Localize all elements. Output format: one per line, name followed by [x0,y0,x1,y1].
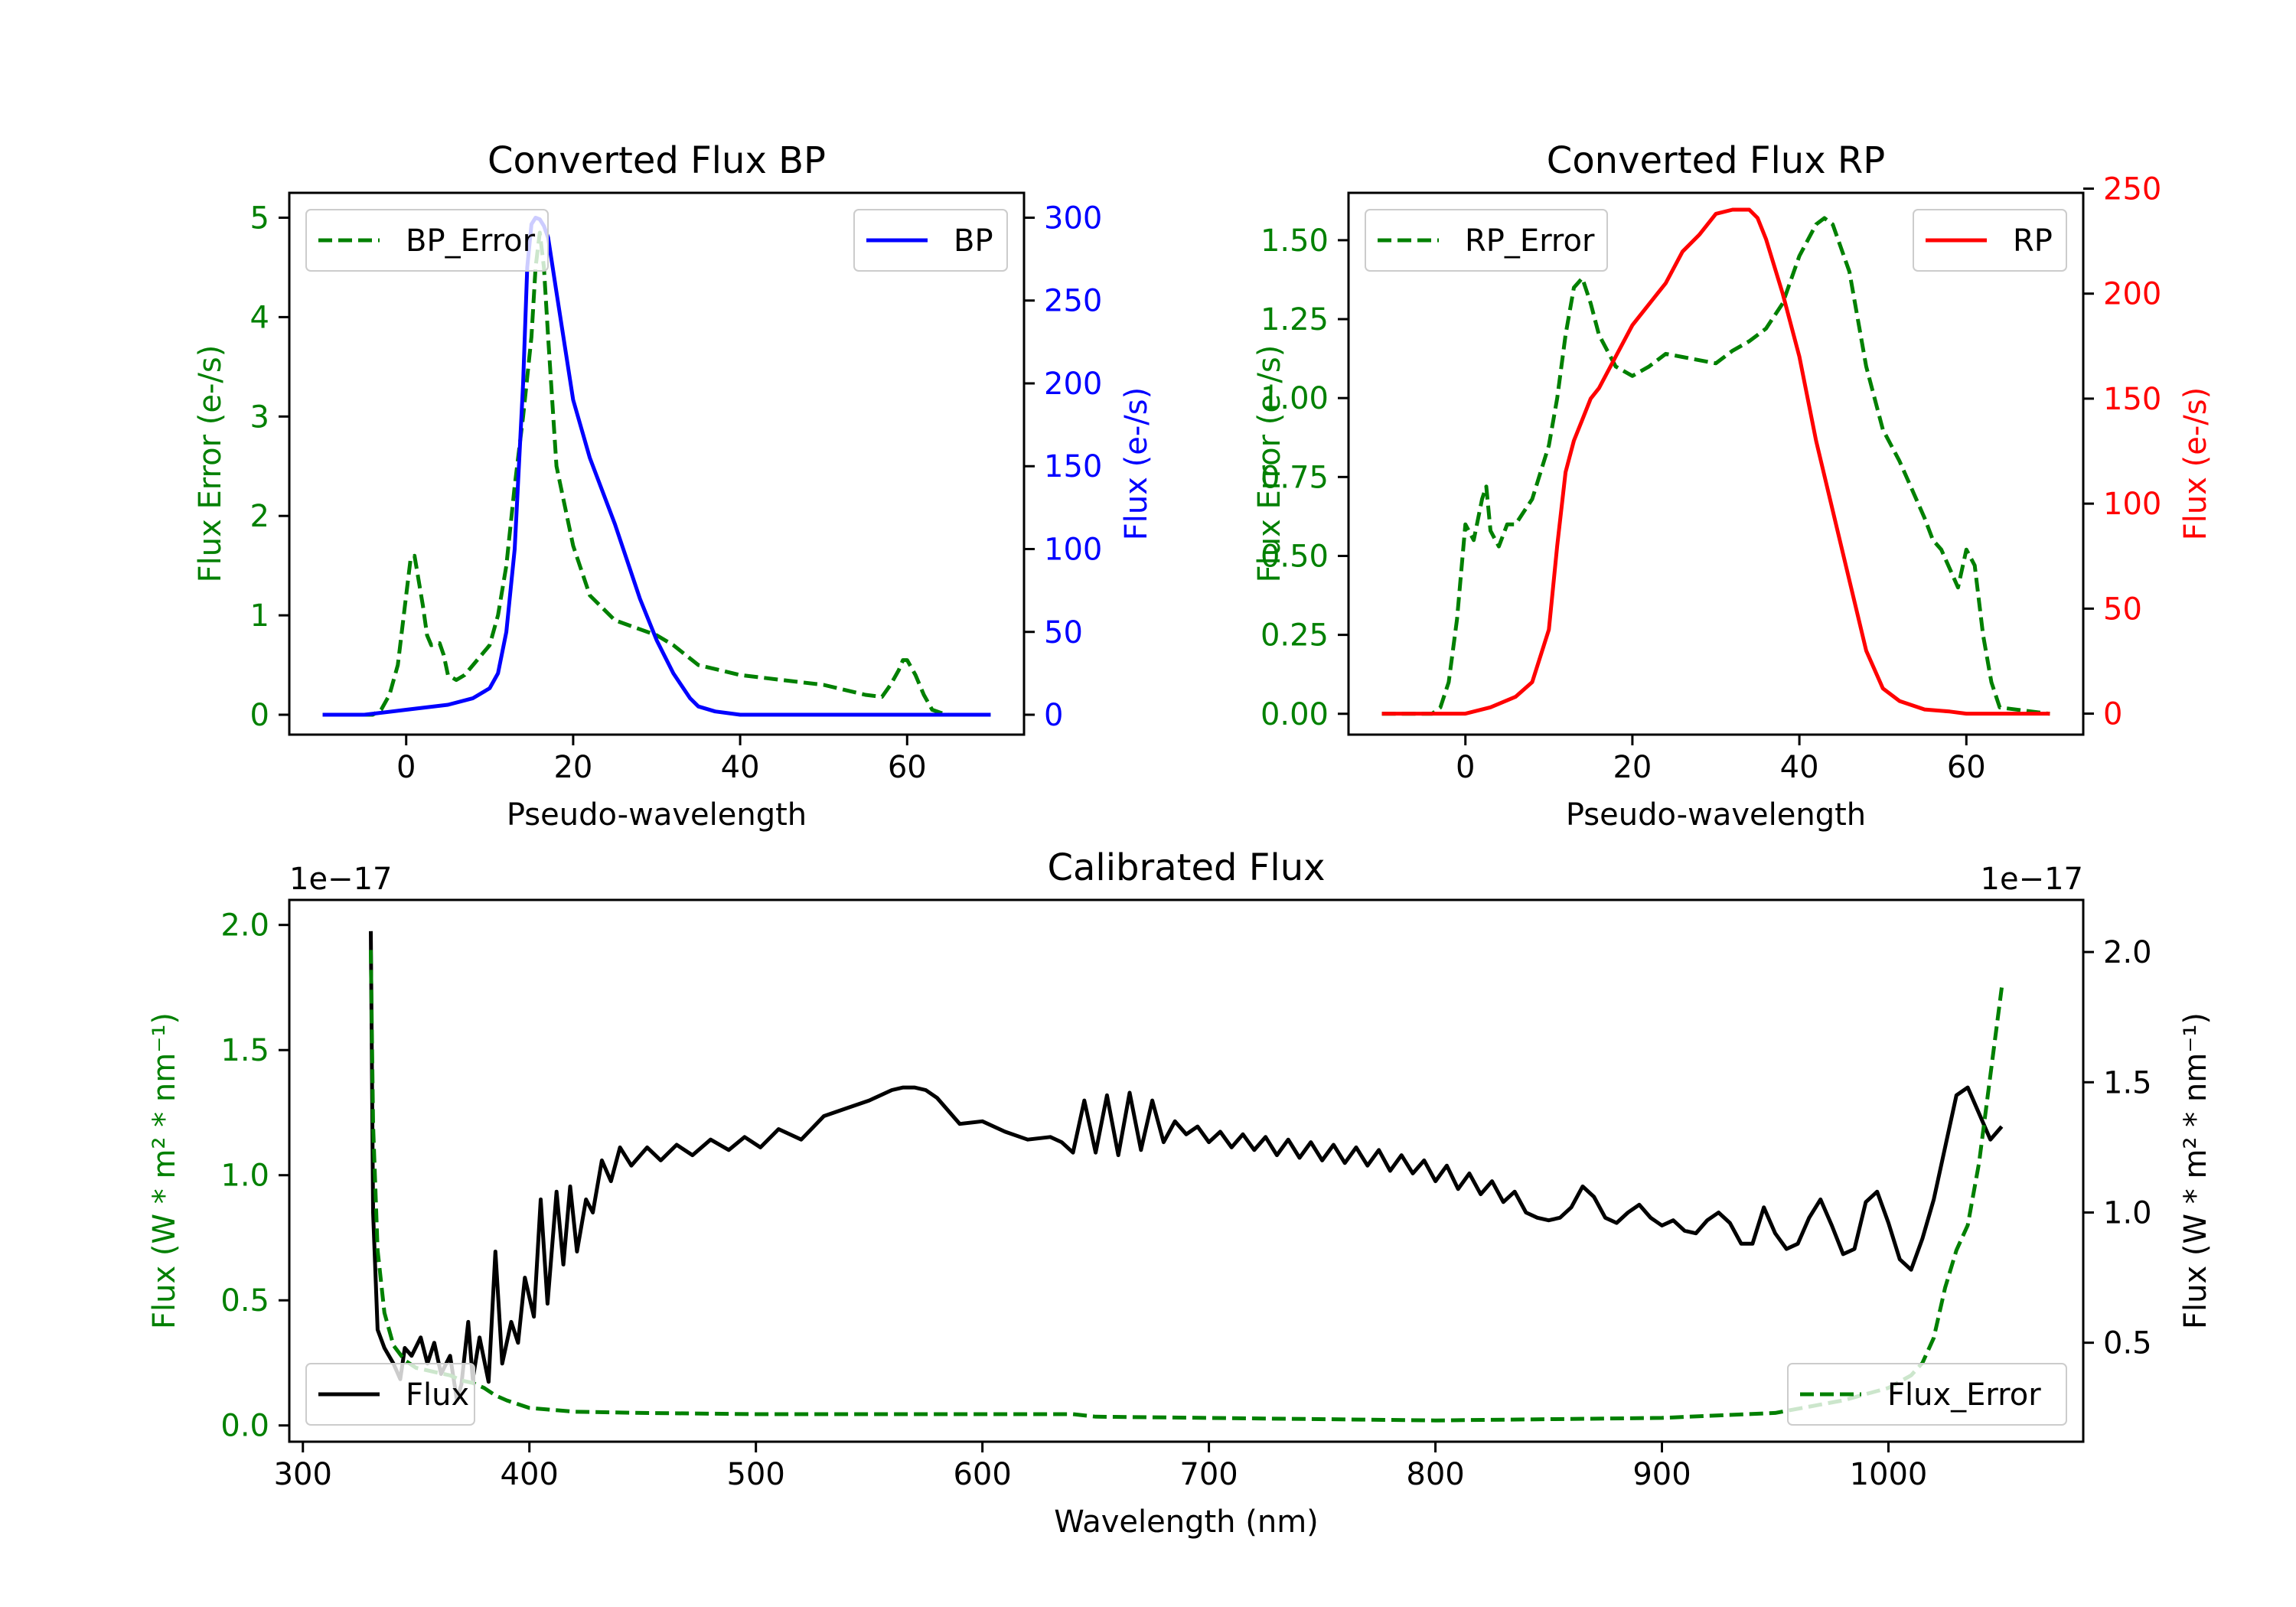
x-tick-label: 40 [1780,750,1819,785]
x-axis-label: Pseudo-wavelength [1566,797,1866,833]
x-tick-label: 900 [1632,1457,1691,1492]
y-left-tick-label: 2 [250,499,269,534]
y-right-offset-label: 1e−17 [1981,862,2083,897]
y-right-tick-label: 2.0 [2103,935,2152,970]
y-left-tick-label: 0 [250,698,269,733]
y-left-offset-label: 1e−17 [289,862,392,897]
chart-bp: Converted Flux BP0 20 40 600123450501001502… [193,139,1154,833]
y-left-tick-label: 1.25 [1261,302,1329,337]
plot-frame [1347,191,2085,736]
y-right-axis-label: Flux (e-/s) [1119,387,1154,540]
y-left-tick-label: 0.75 [1261,460,1329,495]
y-right-tick-label: 100 [2103,487,2161,522]
series-line-flux [369,931,2004,1402]
y-left-tick-label: 1.50 [1261,223,1329,259]
x-tick-label: 20 [1613,750,1652,785]
x-tick-label: 500 [726,1457,784,1492]
legend-box [1787,1363,2067,1426]
y-right-tick-label: 50 [1044,615,1083,650]
y-left-tick-label: 3 [250,399,269,435]
y-right-tick-label: 1.0 [2103,1195,2152,1231]
y-left-tick-label: 0.50 [1261,539,1329,574]
y-left-tick-label: 5 [250,200,269,236]
legend-label: RP [2013,223,2053,259]
chart-cal: Calibrated Flux 300 400 500 600 700 800 900 1000… [147,846,2213,1540]
y-left-tick-label: 0.0 [220,1409,269,1444]
legend-label: RP_Error [1465,223,1595,259]
legend: RP_Error [1365,209,1608,272]
chart-title: Calibrated Flux [1047,846,1325,889]
y-left-tick-label: 1 [250,598,269,634]
x-tick-label: 800 [1406,1457,1464,1492]
series-line-rp [1381,207,2050,716]
series-line-rp-error [1381,216,2050,716]
y-left-axis-label: Flux Error (e-/s) [1252,345,1287,583]
x-tick-label: 400 [501,1457,559,1492]
y-left-tick-label: 0.00 [1261,697,1329,732]
legend-box [1913,209,2067,272]
y-left-tick-label: 1.0 [220,1159,269,1194]
x-axis-label: Wavelength (nm) [1054,1504,1319,1540]
x-tick-label: 60 [1947,750,1986,785]
x-tick-label: 600 [953,1457,1011,1492]
y-right-tick-label: 300 [1044,200,1102,236]
y-right-axis-label: Flux (e-/s) [2178,387,2213,540]
chart-title: Converted Flux RP [1547,139,1885,182]
legend-label: Flux_Error [1887,1377,2041,1413]
y-right-tick-label: 150 [2103,382,2161,417]
y-right-tick-label: 250 [2103,172,2161,207]
y-right-tick-label: 0.5 [2103,1326,2152,1361]
y-right-axis-label: Flux (W * m² * nm⁻¹) [2178,1012,2213,1329]
legend: Flux [305,1363,475,1426]
y-right-tick-label: 0 [1044,698,1063,733]
legend: BP [853,209,1008,272]
y-right-tick-label: 200 [2103,277,2161,312]
plot-frame [288,898,2085,1443]
legend-label: Flux [406,1377,469,1413]
legend-label: BP [954,223,993,259]
x-axis-label: Pseudo-wavelength [507,797,807,833]
legend-label: BP_Error [406,223,536,259]
x-tick-label: 40 [721,750,760,785]
x-tick-label: 700 [1179,1457,1238,1492]
y-right-tick-label: 100 [1044,533,1102,568]
chart-title: Converted Flux BP [488,139,826,182]
x-tick-label: 0 [396,750,416,785]
y-left-tick-label: 1.5 [220,1033,269,1068]
plot-frame [288,191,1026,736]
y-right-tick-label: 0 [2103,697,2122,732]
x-tick-label: 20 [553,750,592,785]
y-right-tick-label: 150 [1044,449,1102,484]
legend-box [1365,209,1608,272]
y-left-tick-label: 2.0 [220,908,269,944]
y-right-tick-label: 200 [1044,367,1102,402]
y-left-tick-label: 4 [250,300,269,335]
series-line-flux-error [369,950,2004,1423]
y-left-axis-label: Flux Error (e-/s) [193,345,228,583]
figure-layer: Converted Flux BP0 20 40 600123450501001502… [147,139,2213,1540]
legend: BP_Error [305,209,549,272]
y-left-axis-label: Flux (W * m² * nm⁻¹) [147,1012,182,1329]
x-tick-label: 0 [1456,750,1475,785]
legend: RP [1913,209,2067,272]
x-tick-label: 60 [888,750,927,785]
y-left-tick-label: 1.00 [1261,381,1329,416]
y-right-tick-label: 1.5 [2103,1065,2152,1100]
chart-rp: Converted Flux RP 0 20 40 60 0.00 0.25 0.50 0.75… [1252,139,2213,833]
x-tick-label: 300 [274,1457,332,1492]
y-right-tick-label: 50 [2103,592,2142,627]
legend: Flux_Error [1787,1363,2067,1426]
y-left-tick-label: 0.5 [220,1283,269,1319]
legend-box [853,209,1008,272]
legend-box [305,209,549,272]
legend-box [305,1363,475,1426]
y-left-tick-label: 0.25 [1261,618,1329,654]
y-right-tick-label: 250 [1044,284,1102,319]
series-line-bp [322,216,991,717]
x-tick-label: 1000 [1850,1457,1928,1492]
